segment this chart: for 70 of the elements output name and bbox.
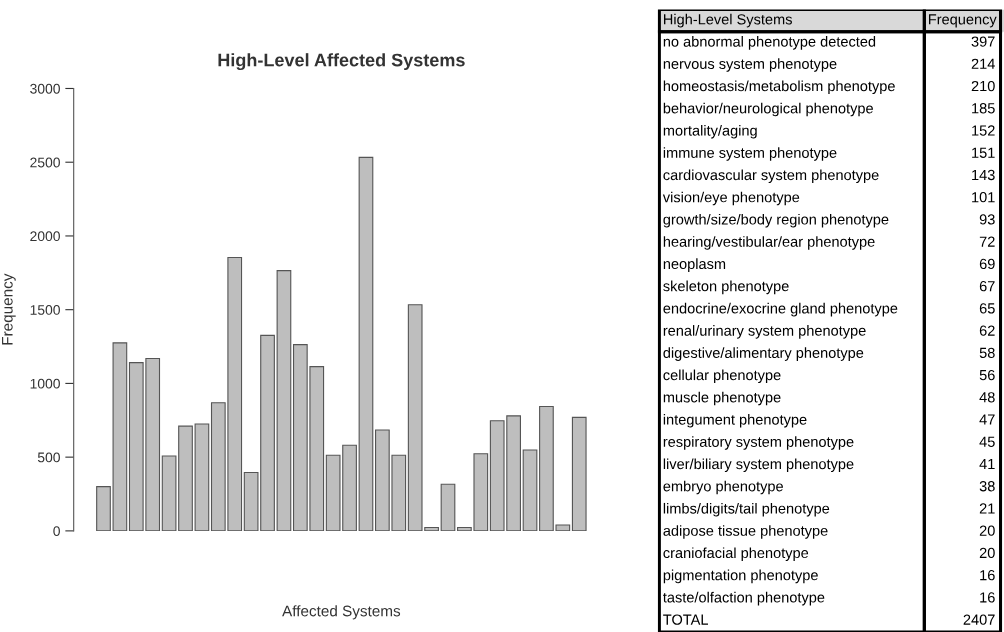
x-axis-title: Affected Systems (282, 605, 401, 620)
text: renal/urinary system phenotype (663, 325, 866, 339)
text: 152 (972, 125, 995, 136)
text: muscle phenotype (663, 391, 781, 406)
text: digestive/alimentary phenotype (663, 347, 864, 361)
text: 69 (979, 258, 995, 270)
text: 185 (972, 103, 995, 114)
text: 62 (979, 325, 995, 336)
text: adipose tissue phenotype (663, 525, 828, 539)
text: 143 (972, 169, 995, 181)
y-tick-label: 2000 (30, 231, 60, 242)
text: limbs/digits/tail phenotype (663, 502, 830, 517)
text: hearing/vestibular/ear phenotype (663, 236, 875, 250)
text: no abnormal phenotype detected (663, 36, 876, 50)
text: 16 (980, 592, 995, 603)
text: endocrine/exocrine gland phenotype (663, 302, 898, 317)
text: integument phenotype (663, 413, 807, 428)
chart-title: High-Level Affected Systems (218, 53, 465, 71)
bar (358, 156, 374, 531)
text: 214 (971, 58, 995, 69)
text: growth/size/body region phenotype (663, 213, 889, 228)
text: behavior/neurological phenotype (663, 102, 873, 117)
text: skeleton phenotype (663, 280, 789, 295)
text: embryo phenotype (663, 480, 783, 495)
text: pigmentation phenotype (663, 569, 818, 584)
text: respiratory system phenotype (663, 436, 854, 450)
text: 38 (979, 481, 995, 492)
y-tick-label: 500 (37, 452, 60, 463)
text: neoplasm (663, 258, 726, 272)
text: 67 (979, 280, 995, 292)
text: taste/olfaction phenotype (663, 591, 825, 606)
text: immune system phenotype (663, 147, 837, 161)
text: 20 (979, 525, 995, 536)
text: 397 (971, 36, 995, 47)
text: 58 (979, 347, 995, 358)
y-tick-label: 3000 (30, 83, 60, 94)
bar (440, 483, 456, 531)
y-axis-title: Frequency (2, 273, 16, 345)
text: 41 (979, 458, 995, 470)
text: 16 (980, 570, 995, 581)
text: cellular phenotype (663, 369, 781, 384)
text: 45 (979, 436, 995, 447)
text: 151 (972, 147, 995, 158)
text: TOTAL (663, 614, 708, 625)
text: 21 (979, 503, 995, 514)
bar (571, 416, 587, 531)
text: 56 (979, 369, 995, 381)
text: 101 (972, 192, 995, 203)
y-tick-label: 0 (53, 526, 60, 537)
y-tick-label: 1000 (30, 378, 60, 389)
text: High-Level Systems (664, 13, 792, 28)
y-tick-label: 2500 (30, 157, 60, 168)
text: cardiovascular system phenotype (663, 169, 879, 184)
text: mortality/aging (663, 124, 757, 139)
text: 72 (979, 236, 995, 247)
text: nervous system phenotype (663, 58, 837, 72)
text: 2407 (963, 614, 995, 625)
text: 210 (971, 80, 995, 92)
text: 93 (979, 214, 995, 225)
text: liver/biliary system phenotype (663, 458, 854, 473)
text: 20 (979, 547, 995, 559)
text: craniofacial phenotype (663, 547, 809, 561)
text: 47 (979, 414, 995, 425)
text: vision/eye phenotype (662, 191, 800, 206)
text: 65 (979, 303, 995, 314)
y-tick-label: 1500 (30, 305, 60, 315)
text: Frequency (928, 14, 997, 28)
bar (522, 449, 538, 531)
text: 48 (979, 392, 995, 403)
text: homeostasis/metabolism phenotype (663, 80, 895, 95)
